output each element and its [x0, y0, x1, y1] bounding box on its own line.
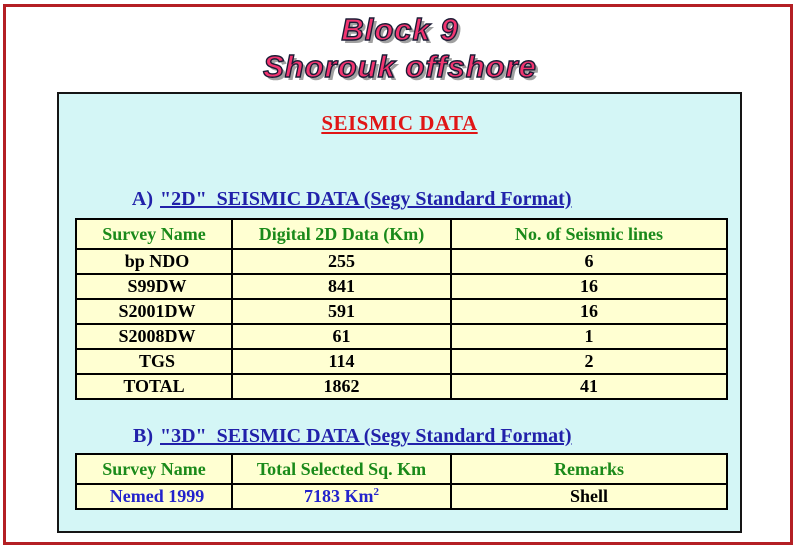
area-superscript: 2	[373, 486, 380, 498]
remarks-cell: Shell	[450, 483, 728, 510]
survey-name-cell: S99DW	[75, 273, 233, 300]
total-seismic-lines-cell: 41	[450, 373, 728, 400]
seismic-lines-cell: 16	[450, 273, 728, 300]
seismic-lines-cell: 2	[450, 348, 728, 375]
content-panel: SEISMIC DATA A) "2D" SEISMIC DATA (Segy S…	[57, 92, 742, 533]
table-3d-header-selected-area: Total Selected Sq. Km	[231, 453, 452, 485]
table-2d-header-survey-name: Survey Name	[75, 218, 233, 250]
table-2d-header-seismic-lines: No. of Seismic lines	[450, 218, 728, 250]
table-row: Nemed 1999 7183 Km2 Shell	[75, 483, 728, 510]
total-digital-data-cell: 1862	[231, 373, 452, 400]
table-3d-seismic: Survey Name Total Selected Sq. Km Remark…	[75, 453, 728, 510]
seismic-lines-cell: 16	[450, 298, 728, 325]
table-3d-header-remarks: Remarks	[450, 453, 728, 485]
survey-name-cell: S2008DW	[75, 323, 233, 350]
section-2d-heading: A) "2D" SEISMIC DATA (Segy Standard Forma…	[113, 165, 572, 234]
slide-title: Block 9 Shorouk offshore	[0, 11, 800, 85]
digital-data-cell: 61	[231, 323, 452, 350]
title-line-block: Block 9	[341, 11, 459, 47]
total-label-cell: TOTAL	[75, 373, 233, 400]
title-line-shorouk: Shorouk offshore	[262, 48, 537, 84]
table-row: S2008DW 61 1	[75, 323, 728, 350]
section-2d-prefix: A)	[131, 188, 154, 210]
table-3d-header-row: Survey Name Total Selected Sq. Km Remark…	[75, 453, 728, 485]
table-2d-header-row: Survey Name Digital 2D Data (Km) No. of …	[75, 218, 728, 250]
table-row: bp NDO 255 6	[75, 248, 728, 275]
slide-frame-border	[3, 4, 793, 545]
table-row: S99DW 841 16	[75, 273, 728, 300]
survey-name-cell: TGS	[75, 348, 233, 375]
seismic-lines-cell: 6	[450, 248, 728, 275]
digital-data-cell: 841	[231, 273, 452, 300]
section-3d-prefix: B)	[133, 425, 153, 447]
table-total-row: TOTAL 1862 41	[75, 373, 728, 400]
survey-name-cell: bp NDO	[75, 248, 233, 275]
table-2d-header-digital-data: Digital 2D Data (Km)	[231, 218, 452, 250]
survey-name-cell: S2001DW	[75, 298, 233, 325]
digital-data-cell: 591	[231, 298, 452, 325]
table-row: TGS 114 2	[75, 348, 728, 375]
section-2d-label: "2D" SEISMIC DATA (Segy Standard Format)	[160, 188, 572, 210]
table-2d-seismic: Survey Name Digital 2D Data (Km) No. of …	[75, 218, 728, 400]
section-3d-heading: B) "3D" SEISMIC DATA (Segy Standard Forma…	[113, 402, 571, 471]
table-row: S2001DW 591 16	[75, 298, 728, 325]
seismic-data-heading: SEISMIC DATA	[321, 111, 478, 135]
seismic-lines-cell: 1	[450, 323, 728, 350]
area-value: 7183 Km	[304, 486, 374, 506]
selected-area-cell: 7183 Km2	[231, 483, 452, 510]
section-3d-label: "3D" SEISMIC DATA (Segy Standard Format)	[160, 425, 572, 447]
table-3d-header-survey-name: Survey Name	[75, 453, 233, 485]
survey-name-cell: Nemed 1999	[75, 483, 233, 510]
digital-data-cell: 255	[231, 248, 452, 275]
digital-data-cell: 114	[231, 348, 452, 375]
